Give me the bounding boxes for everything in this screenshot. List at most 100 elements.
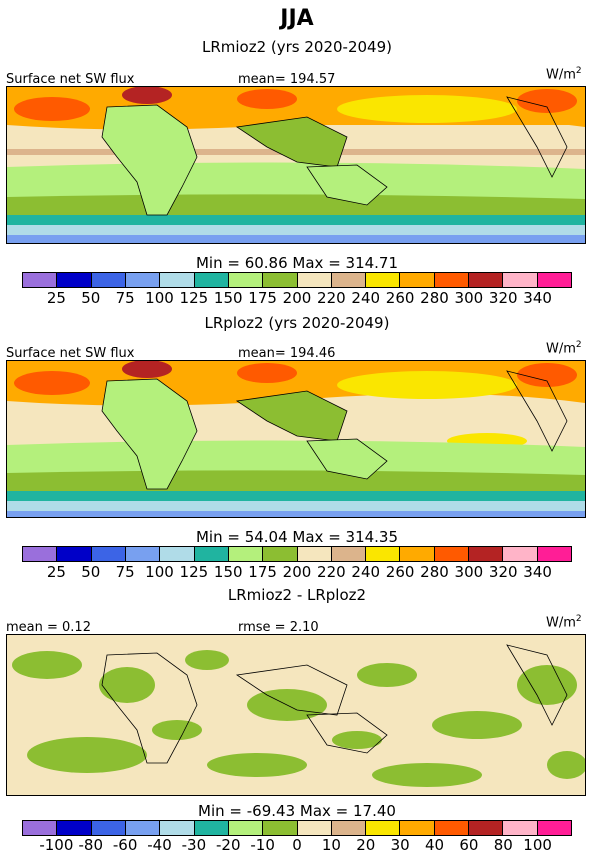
colorbar-swatch	[434, 821, 470, 835]
colorbar-tick-label: 340	[523, 289, 552, 307]
colorbar-swatch	[297, 821, 332, 835]
colorbar-tick-label: 100	[523, 836, 552, 854]
colorbar-swatch	[297, 273, 332, 287]
colorbar-swatch	[537, 821, 571, 835]
colorbar-swatch	[331, 821, 367, 835]
colorbar-tick-label: 200	[282, 289, 312, 307]
panel-3-mean-label: mean = 0.12	[6, 620, 91, 635]
colorbar-swatch	[537, 547, 571, 561]
colorbar-tick-label: 0	[292, 836, 302, 854]
colorbar-tick-label: 80	[493, 836, 513, 854]
panel-2-min-max: Min = 54.04 Max = 314.35	[195, 528, 399, 546]
colorbar-tick-label: -10	[250, 836, 275, 854]
colorbar-tick-label: 60	[459, 836, 479, 854]
colorbar-swatch	[194, 273, 229, 287]
colorbar-swatch	[297, 547, 332, 561]
colorbar-swatch	[503, 821, 538, 835]
colorbar-tick-label: 50	[81, 289, 101, 307]
colorbar-tick-label: 150	[213, 289, 243, 307]
colorbar-swatch	[194, 821, 229, 835]
colorbar-tick-label: 20	[356, 836, 376, 854]
panel-1-min-max: Min = 60.86 Max = 314.71	[195, 254, 399, 272]
panel-3-colorbar-labels: -100 -80 -60 -40 -30 -20 -10 0 10 20 30 40 60 80 100	[22, 836, 572, 854]
colorbar-swatch	[57, 821, 92, 835]
colorbar-tick-label: 280	[420, 289, 449, 307]
colorbar-tick-label: 220	[317, 563, 346, 581]
colorbar-tick-label: 125	[179, 563, 209, 581]
colorbar-tick-label: -80	[78, 836, 104, 854]
panel-2-map	[6, 360, 586, 518]
colorbar-swatch	[331, 547, 367, 561]
colorbar-tick-label: -100	[39, 836, 74, 854]
colorbar-tick-label: 340	[523, 563, 552, 581]
panel-3-rmse-label: rmse = 2.10	[238, 620, 319, 635]
colorbar-tick-label: 30	[390, 836, 410, 854]
panel-1-title: LRmioz2 (yrs 2020-2049)	[201, 38, 392, 56]
colorbar-swatch	[57, 273, 92, 287]
panel-3-units: W/m2	[546, 614, 582, 631]
panel-3-title: LRmioz2 - LRploz2	[227, 586, 367, 604]
panel-1-units: W/m2	[546, 66, 582, 83]
colorbar-tick-label: 50	[81, 563, 101, 581]
panel-2-units: W/m2	[546, 340, 582, 357]
colorbar-swatch	[263, 273, 298, 287]
colorbar-swatch	[160, 821, 195, 835]
colorbar-swatch	[228, 273, 264, 287]
colorbar-swatch	[125, 273, 161, 287]
colorbar-swatch	[366, 821, 401, 835]
colorbar-tick-label: -60	[112, 836, 138, 854]
colorbar-swatch	[263, 821, 298, 835]
colorbar-swatch	[400, 547, 435, 561]
colorbar-swatch	[469, 273, 504, 287]
colorbar-tick-label: 175	[248, 289, 277, 307]
colorbar-tick-label: 75	[115, 563, 135, 581]
colorbar-swatch	[160, 547, 195, 561]
panel-3-colorbar	[22, 820, 572, 836]
colorbar-tick-label: 100	[145, 289, 174, 307]
colorbar-swatch	[331, 273, 367, 287]
colorbar-tick-label: 240	[351, 289, 381, 307]
colorbar-tick-label: 240	[351, 563, 381, 581]
colorbar-swatch	[160, 273, 195, 287]
colorbar-tick-label: -40	[147, 836, 172, 854]
colorbar-swatch	[91, 821, 126, 835]
colorbar-tick-label: 125	[179, 289, 209, 307]
panel-3-map	[6, 634, 586, 796]
colorbar-tick-label: 300	[454, 289, 484, 307]
colorbar-swatch	[125, 821, 161, 835]
colorbar-swatch	[125, 547, 161, 561]
panel-3-min-max: Min = -69.43 Max = 17.40	[198, 802, 396, 820]
colorbar-swatch	[366, 273, 401, 287]
panel-1-colorbar	[22, 272, 572, 288]
colorbar-swatch	[194, 547, 229, 561]
colorbar-tick-label: 100	[145, 563, 174, 581]
colorbar-tick-label: 75	[115, 289, 135, 307]
panel-1-mean-label: mean= 194.57	[238, 72, 336, 87]
colorbar-tick-label: -30	[181, 836, 207, 854]
colorbar-tick-label: 260	[385, 289, 415, 307]
colorbar-tick-label: 25	[46, 289, 66, 307]
colorbar-swatch	[91, 273, 126, 287]
colorbar-swatch	[469, 547, 504, 561]
colorbar-swatch	[91, 547, 126, 561]
panel-2-mean-label: mean= 194.46	[238, 346, 336, 361]
colorbar-tick-label: 150	[213, 563, 243, 581]
colorbar-tick-label: 320	[488, 563, 518, 581]
colorbar-swatch	[57, 547, 92, 561]
colorbar-swatch	[537, 273, 571, 287]
panel-1-colorbar-labels: 25 50 75 100 125 150 175 200 220 240 260 280 300 320 3…	[22, 289, 572, 307]
colorbar-tick-label: -20	[216, 836, 241, 854]
colorbar-tick-label: 220	[317, 289, 346, 307]
colorbar-tick-label: 200	[282, 563, 312, 581]
colorbar-tick-label: 25	[46, 563, 66, 581]
panel-2-colorbar-labels: 25 50 75 100 125 150 175 200 220 240 260 280 300 320 3…	[22, 563, 572, 581]
colorbar-tick-label: 260	[385, 563, 415, 581]
figure-title: JJA	[280, 6, 314, 31]
colorbar-tick-label: 10	[321, 836, 341, 854]
colorbar-swatch	[23, 821, 58, 835]
colorbar-swatch	[400, 273, 435, 287]
colorbar-swatch	[503, 547, 538, 561]
panel-1-variable-label: Surface net SW flux	[6, 72, 135, 87]
panel-2-variable-label: Surface net SW flux	[6, 346, 135, 361]
colorbar-swatch	[469, 821, 504, 835]
